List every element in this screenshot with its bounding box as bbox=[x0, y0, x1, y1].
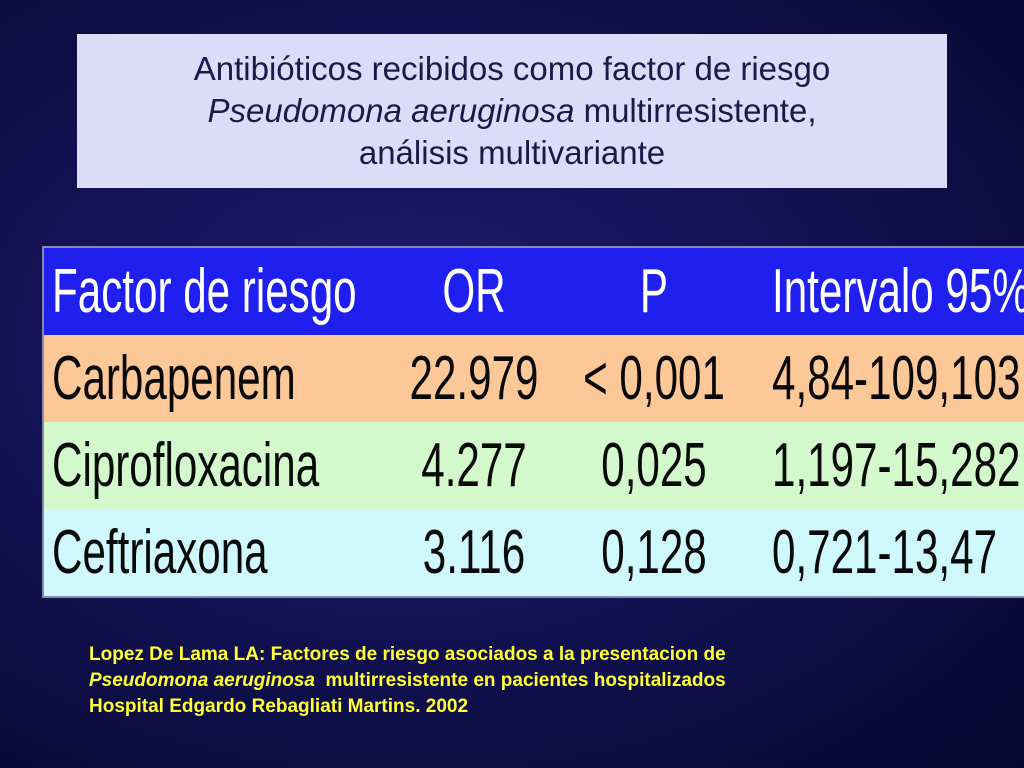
risk-factor-table: Factor de riesgo OR P Intervalo 95% Carb… bbox=[42, 246, 1024, 598]
title-line-2-rest: multirresistente, bbox=[574, 92, 817, 129]
table-header-row: Factor de riesgo OR P Intervalo 95% bbox=[44, 248, 1024, 335]
cell-factor: Ciprofloxacina bbox=[52, 431, 320, 500]
table-row: Ceftriaxona 3.116 0,128 0,721-13,47 bbox=[44, 509, 1024, 596]
cell-p: 0,128 bbox=[601, 518, 707, 587]
reference-line-3: Hospital Edgardo Rebagliati Martins. 200… bbox=[89, 696, 469, 717]
cell-interval: 0,721-13,47 bbox=[772, 518, 998, 587]
title-line-2: Pseudomona aeruginosa multirresistente, bbox=[207, 90, 816, 132]
cell-or: 3.116 bbox=[422, 518, 526, 587]
title-organism-name: Pseudomona aeruginosa bbox=[207, 92, 575, 129]
cell-or: 22.979 bbox=[409, 344, 539, 413]
header-p: P bbox=[639, 257, 669, 326]
header-factor: Factor de riesgo bbox=[52, 257, 357, 326]
title-line-1: Antibióticos recibidos como factor de ri… bbox=[193, 50, 831, 87]
reference-organism-name: Pseudomona aeruginosa bbox=[89, 670, 315, 691]
header-interval: Intervalo 95% bbox=[772, 257, 1024, 326]
reference-line-1: Lopez De Lama LA: Factores de riesgo aso… bbox=[89, 644, 726, 665]
reference-line-2: Pseudomona aeruginosa multirresistente e… bbox=[89, 668, 969, 694]
source-reference: Lopez De Lama LA: Factores de riesgo aso… bbox=[89, 642, 969, 720]
table-row: Ciprofloxacina 4.277 0,025 1,197-15,282 bbox=[44, 422, 1024, 509]
title-line-3: análisis multivariante bbox=[358, 134, 666, 171]
slide-title: Antibióticos recibidos como factor de ri… bbox=[77, 34, 947, 188]
reference-line-2-rest: multirresistente en pacientes hospitaliz… bbox=[314, 670, 726, 691]
cell-factor: Ceftriaxona bbox=[52, 518, 268, 587]
cell-interval: 4,84-109,103 bbox=[772, 344, 1021, 413]
cell-interval: 1,197-15,282 bbox=[772, 431, 1021, 500]
cell-p: < 0,001 bbox=[583, 344, 725, 413]
cell-p: 0,025 bbox=[601, 431, 707, 500]
header-or: OR bbox=[442, 257, 506, 326]
cell-or: 4.277 bbox=[421, 431, 527, 500]
table-row: Carbapenem 22.979 < 0,001 4,84-109,103 bbox=[44, 335, 1024, 422]
cell-factor: Carbapenem bbox=[52, 344, 296, 413]
